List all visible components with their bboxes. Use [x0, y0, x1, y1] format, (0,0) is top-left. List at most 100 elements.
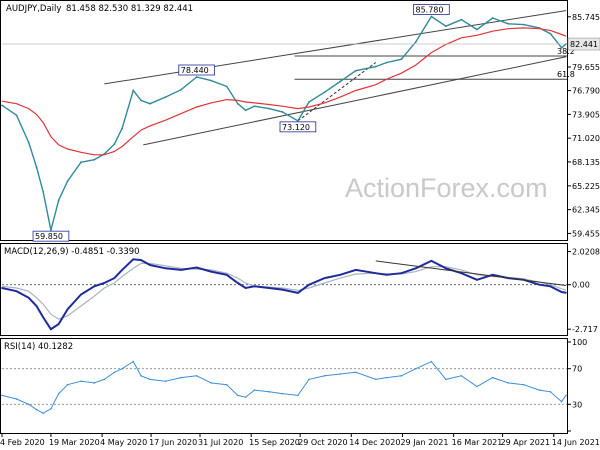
price-point [560, 46, 563, 49]
price-y-tick-label: 73.905 [572, 110, 600, 119]
fib-level-label: 38.2 [557, 47, 575, 56]
macd-point [113, 277, 116, 279]
price-point [444, 25, 447, 28]
price-line [1, 15, 567, 231]
rsi-point [308, 378, 310, 381]
rsi-point [560, 400, 563, 403]
x-tick-label: 4 May 2020 [100, 438, 147, 447]
macd-signal-line [1, 262, 567, 320]
x-tick-label: 31 Jul 2020 [198, 438, 243, 447]
price-point [522, 23, 525, 26]
x-tick-label: 29 Oct 2020 [298, 438, 347, 447]
x-tick-label: 15 Sep 2020 [249, 438, 300, 447]
rsi-point [374, 378, 377, 381]
price-point [460, 18, 463, 21]
price-point [374, 65, 377, 68]
price-panel-frame [0, 0, 568, 241]
rsi-point [50, 407, 52, 410]
rsi-point [323, 375, 326, 377]
macd-point [15, 290, 18, 293]
price-point [281, 111, 284, 113]
annotation-label: 59.850 [35, 232, 63, 241]
price-y-tick-label: 76.790 [572, 87, 600, 96]
rsi-point [415, 367, 417, 370]
price-point [308, 101, 310, 103]
price-point [268, 107, 270, 110]
macd-point [42, 316, 44, 319]
rsi-point [491, 376, 494, 379]
macd-point [80, 293, 82, 296]
macd-point [323, 277, 326, 279]
price-panel-symbol: AUDJPY,Daily [6, 4, 61, 14]
macd-point [354, 269, 357, 271]
rsi-point [195, 375, 198, 377]
rsi-point [93, 382, 96, 384]
price-point [549, 32, 552, 35]
rsi-point [297, 394, 299, 397]
price-point [50, 229, 52, 232]
price-point [140, 99, 142, 102]
price-point [66, 180, 69, 183]
x-tick-label: 29 Jan 2021 [400, 438, 448, 447]
rsi-point [113, 371, 116, 374]
rsi-point [253, 389, 256, 391]
rsi-point [80, 380, 82, 382]
macd-panel-frame [0, 243, 568, 336]
macd-point [253, 285, 256, 288]
macd-point [93, 285, 96, 288]
price-point [385, 61, 388, 64]
rsi-panel-header: RSI(14) 40.1282 [4, 342, 73, 352]
price-y-tick-label: 59.455 [572, 229, 600, 238]
x-tick-label: 4 Feb 2020 [0, 438, 45, 447]
rsi-point [268, 391, 270, 393]
macd-series-layer [1, 258, 567, 331]
rsi-point [66, 383, 69, 386]
price-point [35, 166, 38, 169]
macd-point [195, 266, 198, 269]
macd-point [140, 259, 142, 261]
rsi-point [1, 394, 3, 397]
price-point [164, 96, 167, 99]
macd-point [460, 272, 463, 275]
ema-line [1, 27, 567, 156]
price-point [297, 119, 299, 122]
rsi-line [1, 360, 567, 414]
price-point [236, 102, 239, 105]
rsi-point [507, 382, 509, 384]
annotation-label: 85.780 [415, 6, 443, 15]
channel-lower-line [143, 56, 567, 146]
rsi-y-axis: 100 70 30 [2, 338, 587, 432]
current-price-box [567, 37, 600, 51]
price-point [27, 141, 30, 144]
macd-point [538, 283, 541, 286]
price-point [195, 76, 198, 78]
rsi-point [140, 375, 142, 377]
rsi-point [132, 360, 135, 363]
price-point [491, 17, 494, 19]
price-point [180, 88, 183, 91]
annotation-label: 73.120 [282, 123, 310, 132]
macd-y-tick-label: 0.00 [572, 281, 590, 290]
rsi-point [400, 375, 403, 377]
fib-level-label: 61.8 [557, 70, 575, 79]
rsi-point [339, 373, 341, 375]
price-y-tick-label: 68.135 [572, 158, 600, 167]
macd-point [237, 282, 239, 284]
current-price-label: 82.441 [570, 40, 598, 49]
macd-panel: MACD(12,26,9) -0.4851 -0.3390 2.0208 0.00… [0, 243, 600, 336]
x-axis: 4 Feb 2020 19 Mar 2020 4 May 2020 17 Jun 20… [0, 433, 600, 447]
macd-line [1, 258, 567, 331]
rsi-point [386, 376, 388, 379]
macd-point [225, 274, 228, 276]
macd-trendline [375, 260, 567, 286]
x-tick-label: 14 Dec 2020 [349, 438, 400, 447]
price-point [80, 161, 82, 164]
annotation-box [32, 230, 70, 242]
macd-point [374, 272, 377, 275]
rsi-point [121, 367, 123, 370]
price-point [121, 127, 124, 130]
macd-point [210, 270, 212, 273]
channel-upper-line [104, 10, 567, 85]
rsi-point [354, 371, 357, 374]
